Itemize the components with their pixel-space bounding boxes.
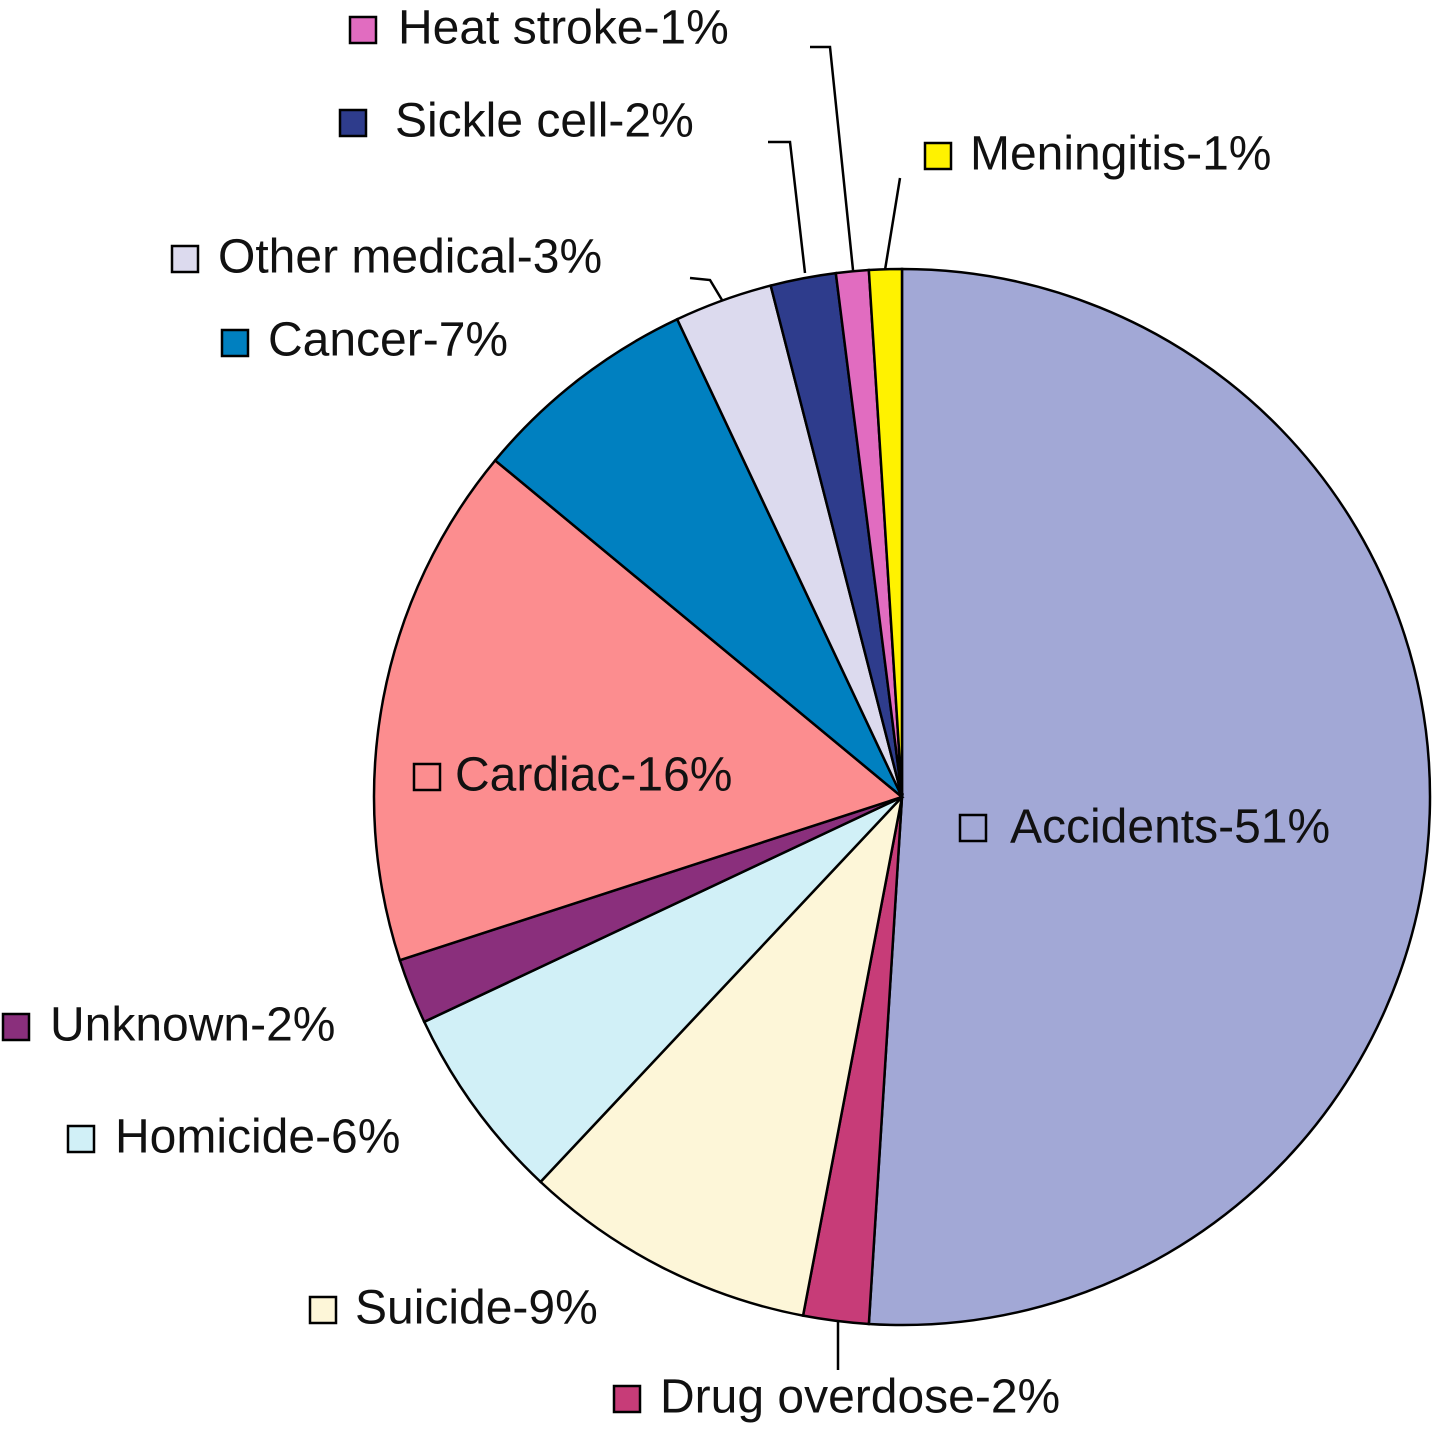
pie-slice: [422, 795, 903, 1184]
slice-label: Drug overdose-2%: [660, 1371, 1060, 1424]
slice-label: Unknown-2%: [50, 999, 335, 1052]
legend-swatch: [338, 108, 368, 138]
leader-line: [883, 177, 902, 271]
slice-label: Sickle cell-2%: [395, 95, 694, 148]
slice-label: Cancer-7%: [268, 314, 508, 367]
leader-line: [810, 45, 855, 271]
slice-label: Cardiac-16%: [455, 749, 732, 802]
slice-label: Other medical-3%: [218, 231, 602, 284]
slice-label: Meningitis-1%: [970, 128, 1271, 181]
legend-swatch: [66, 1124, 96, 1154]
leader-line: [768, 140, 807, 274]
legend-swatch: [1, 1012, 31, 1042]
pie-slice: [372, 458, 905, 962]
legend-swatch: [412, 762, 442, 792]
legend-swatch: [170, 244, 200, 274]
legend-swatch: [308, 1295, 338, 1325]
pie-slice: [867, 267, 904, 798]
legend-swatch: [220, 328, 250, 358]
leader-line: [689, 276, 724, 301]
pie-slice: [538, 793, 905, 1318]
slice-label: Accidents-51%: [1010, 801, 1330, 854]
pie-slice: [493, 317, 904, 798]
slice-label: Homicide-6%: [115, 1111, 400, 1164]
legend-swatch: [348, 15, 378, 45]
legend-swatch: [958, 813, 988, 843]
leader-lines: [689, 45, 902, 1370]
slice-label: Suicide-9%: [355, 1282, 598, 1335]
legend-swatch: [612, 1384, 642, 1414]
slice-label: Heat stroke-1%: [398, 2, 729, 55]
legend-swatch: [923, 141, 953, 171]
pie-slice: [867, 267, 1432, 1327]
